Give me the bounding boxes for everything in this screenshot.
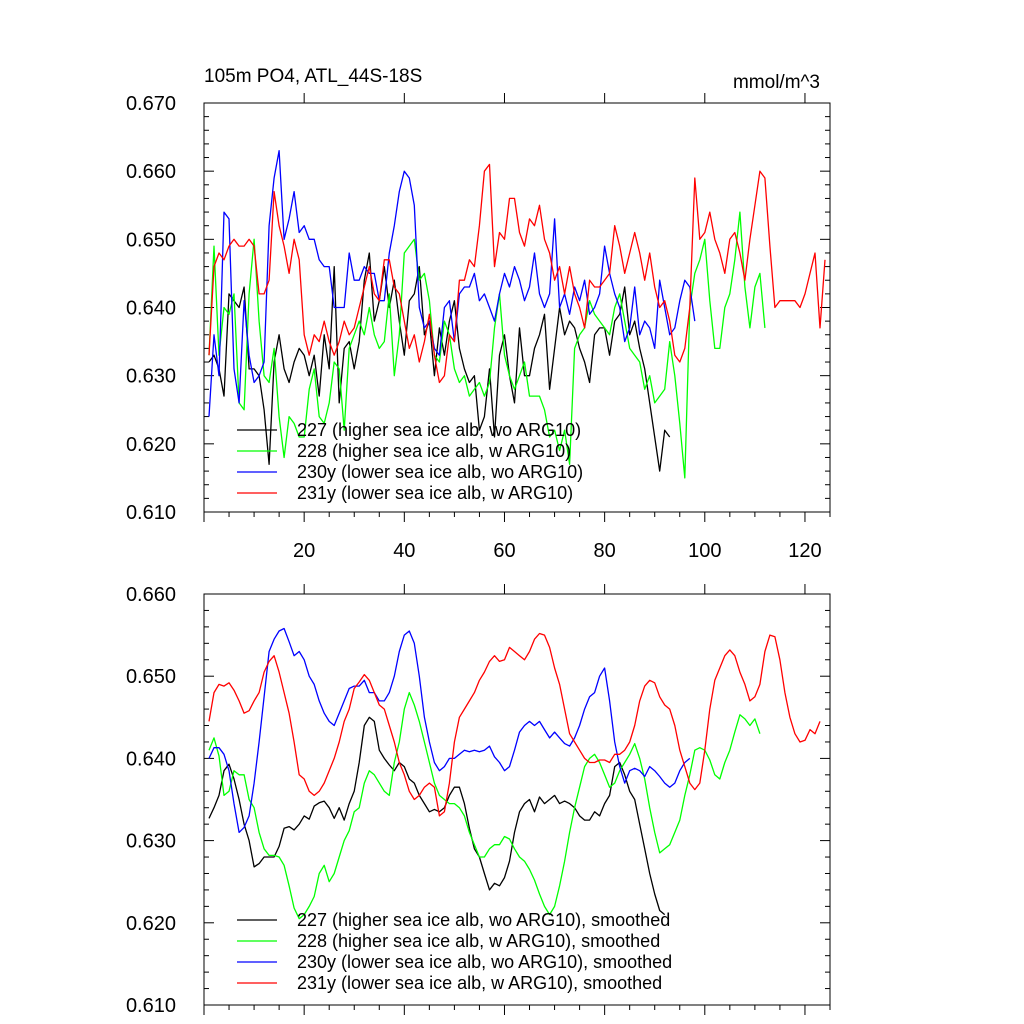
top-series-line-227 xyxy=(208,252,671,472)
bottom-y-tick-label: 0.660 xyxy=(126,584,176,606)
bottom-series-line-228 xyxy=(208,691,761,920)
top-x-tick-label: 40 xyxy=(393,540,415,562)
top-legend-label: 230y (lower sea ice alb, wo ARG10) xyxy=(297,462,583,482)
top-legend: 227 (higher sea ice alb, wo ARG10)228 (h… xyxy=(237,420,583,503)
top-panel: 105m PO4, ATL_44S-18S mmol/m^3 0.610 0.62… xyxy=(126,66,831,562)
bottom-legend-label: 230y (lower sea ice alb, wo ARG10), smoo… xyxy=(297,952,672,972)
top-x-tick-label: 80 xyxy=(594,540,616,562)
bottom-legend-label: 227 (higher sea ice alb, wo ARG10), smoo… xyxy=(297,910,670,930)
bottom-panel: 0.610 0.620 0.630 0.640 0.650 0.660 227 (high… xyxy=(126,584,831,1017)
bottom-series-line-230y xyxy=(208,627,691,834)
top-y-tick-label: 0.610 xyxy=(126,502,176,524)
bottom-axes: 0.610 0.620 0.630 0.640 0.650 0.660 xyxy=(126,584,831,1017)
bottom-y-tick-label: 0.640 xyxy=(126,748,176,770)
bottom-legend-label: 228 (higher sea ice alb, w ARG10), smoot… xyxy=(297,931,660,951)
top-y-tick-label: 0.660 xyxy=(126,161,176,183)
top-y-tick-label: 0.650 xyxy=(126,229,176,251)
bottom-y-tick-label: 0.630 xyxy=(126,831,176,853)
top-axes: 0.610 0.620 0.630 0.640 0.650 0.660 0.670 20 40 6… xyxy=(126,93,831,562)
bottom-plot-frame xyxy=(203,593,831,1006)
bottom-legend-label: 231y (lower sea ice alb, w ARG10), smoot… xyxy=(297,973,662,993)
top-title: 105m PO4, ATL_44S-18S xyxy=(204,66,422,87)
top-y-tick-label: 0.640 xyxy=(126,298,176,320)
bottom-y-tick-label: 0.620 xyxy=(126,913,176,935)
top-x-tick-label: 120 xyxy=(788,540,821,562)
bottom-y-tick-label: 0.610 xyxy=(126,995,176,1017)
top-units: mmol/m^3 xyxy=(733,72,820,93)
bottom-series-line-227 xyxy=(208,716,666,916)
top-plot-frame xyxy=(203,102,831,513)
top-y-tick-label: 0.620 xyxy=(126,434,176,456)
bottom-series-line-231y xyxy=(208,632,821,817)
top-series-line-230y xyxy=(208,150,696,417)
top-series-line-231y xyxy=(208,163,826,384)
top-y-tick-label: 0.630 xyxy=(126,366,176,388)
top-legend-label: 228 (higher sea ice alb, w ARG10) xyxy=(297,441,571,461)
bottom-y-tick-label: 0.650 xyxy=(126,666,176,688)
top-x-tick-label: 60 xyxy=(493,540,515,562)
top-x-tick-label: 100 xyxy=(688,540,721,562)
top-x-tick-label: 20 xyxy=(293,540,315,562)
top-series-line-228 xyxy=(208,211,766,479)
bottom-legend: 227 (higher sea ice alb, wo ARG10), smoo… xyxy=(237,910,672,993)
top-y-tick-label: 0.670 xyxy=(126,93,176,115)
top-plot-lines xyxy=(208,150,826,479)
top-legend-label: 231y (lower sea ice alb, w ARG10) xyxy=(297,483,573,503)
top-legend-label: 227 (higher sea ice alb, wo ARG10) xyxy=(297,420,581,440)
bottom-plot-lines xyxy=(208,627,821,920)
